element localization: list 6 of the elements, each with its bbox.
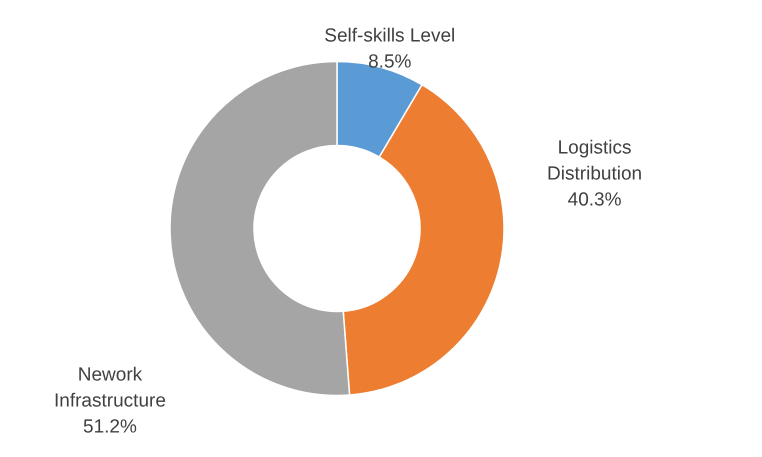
data-label: 51.2% — [83, 416, 137, 438]
slice-label: Nework Infrastructure — [54, 364, 166, 412]
slice-label: Self-skills Level — [324, 26, 456, 47]
data-label: 8.5% — [368, 52, 412, 73]
slice-label: Logistics Distribution — [547, 137, 642, 184]
data-label: 40.3% — [568, 189, 622, 210]
